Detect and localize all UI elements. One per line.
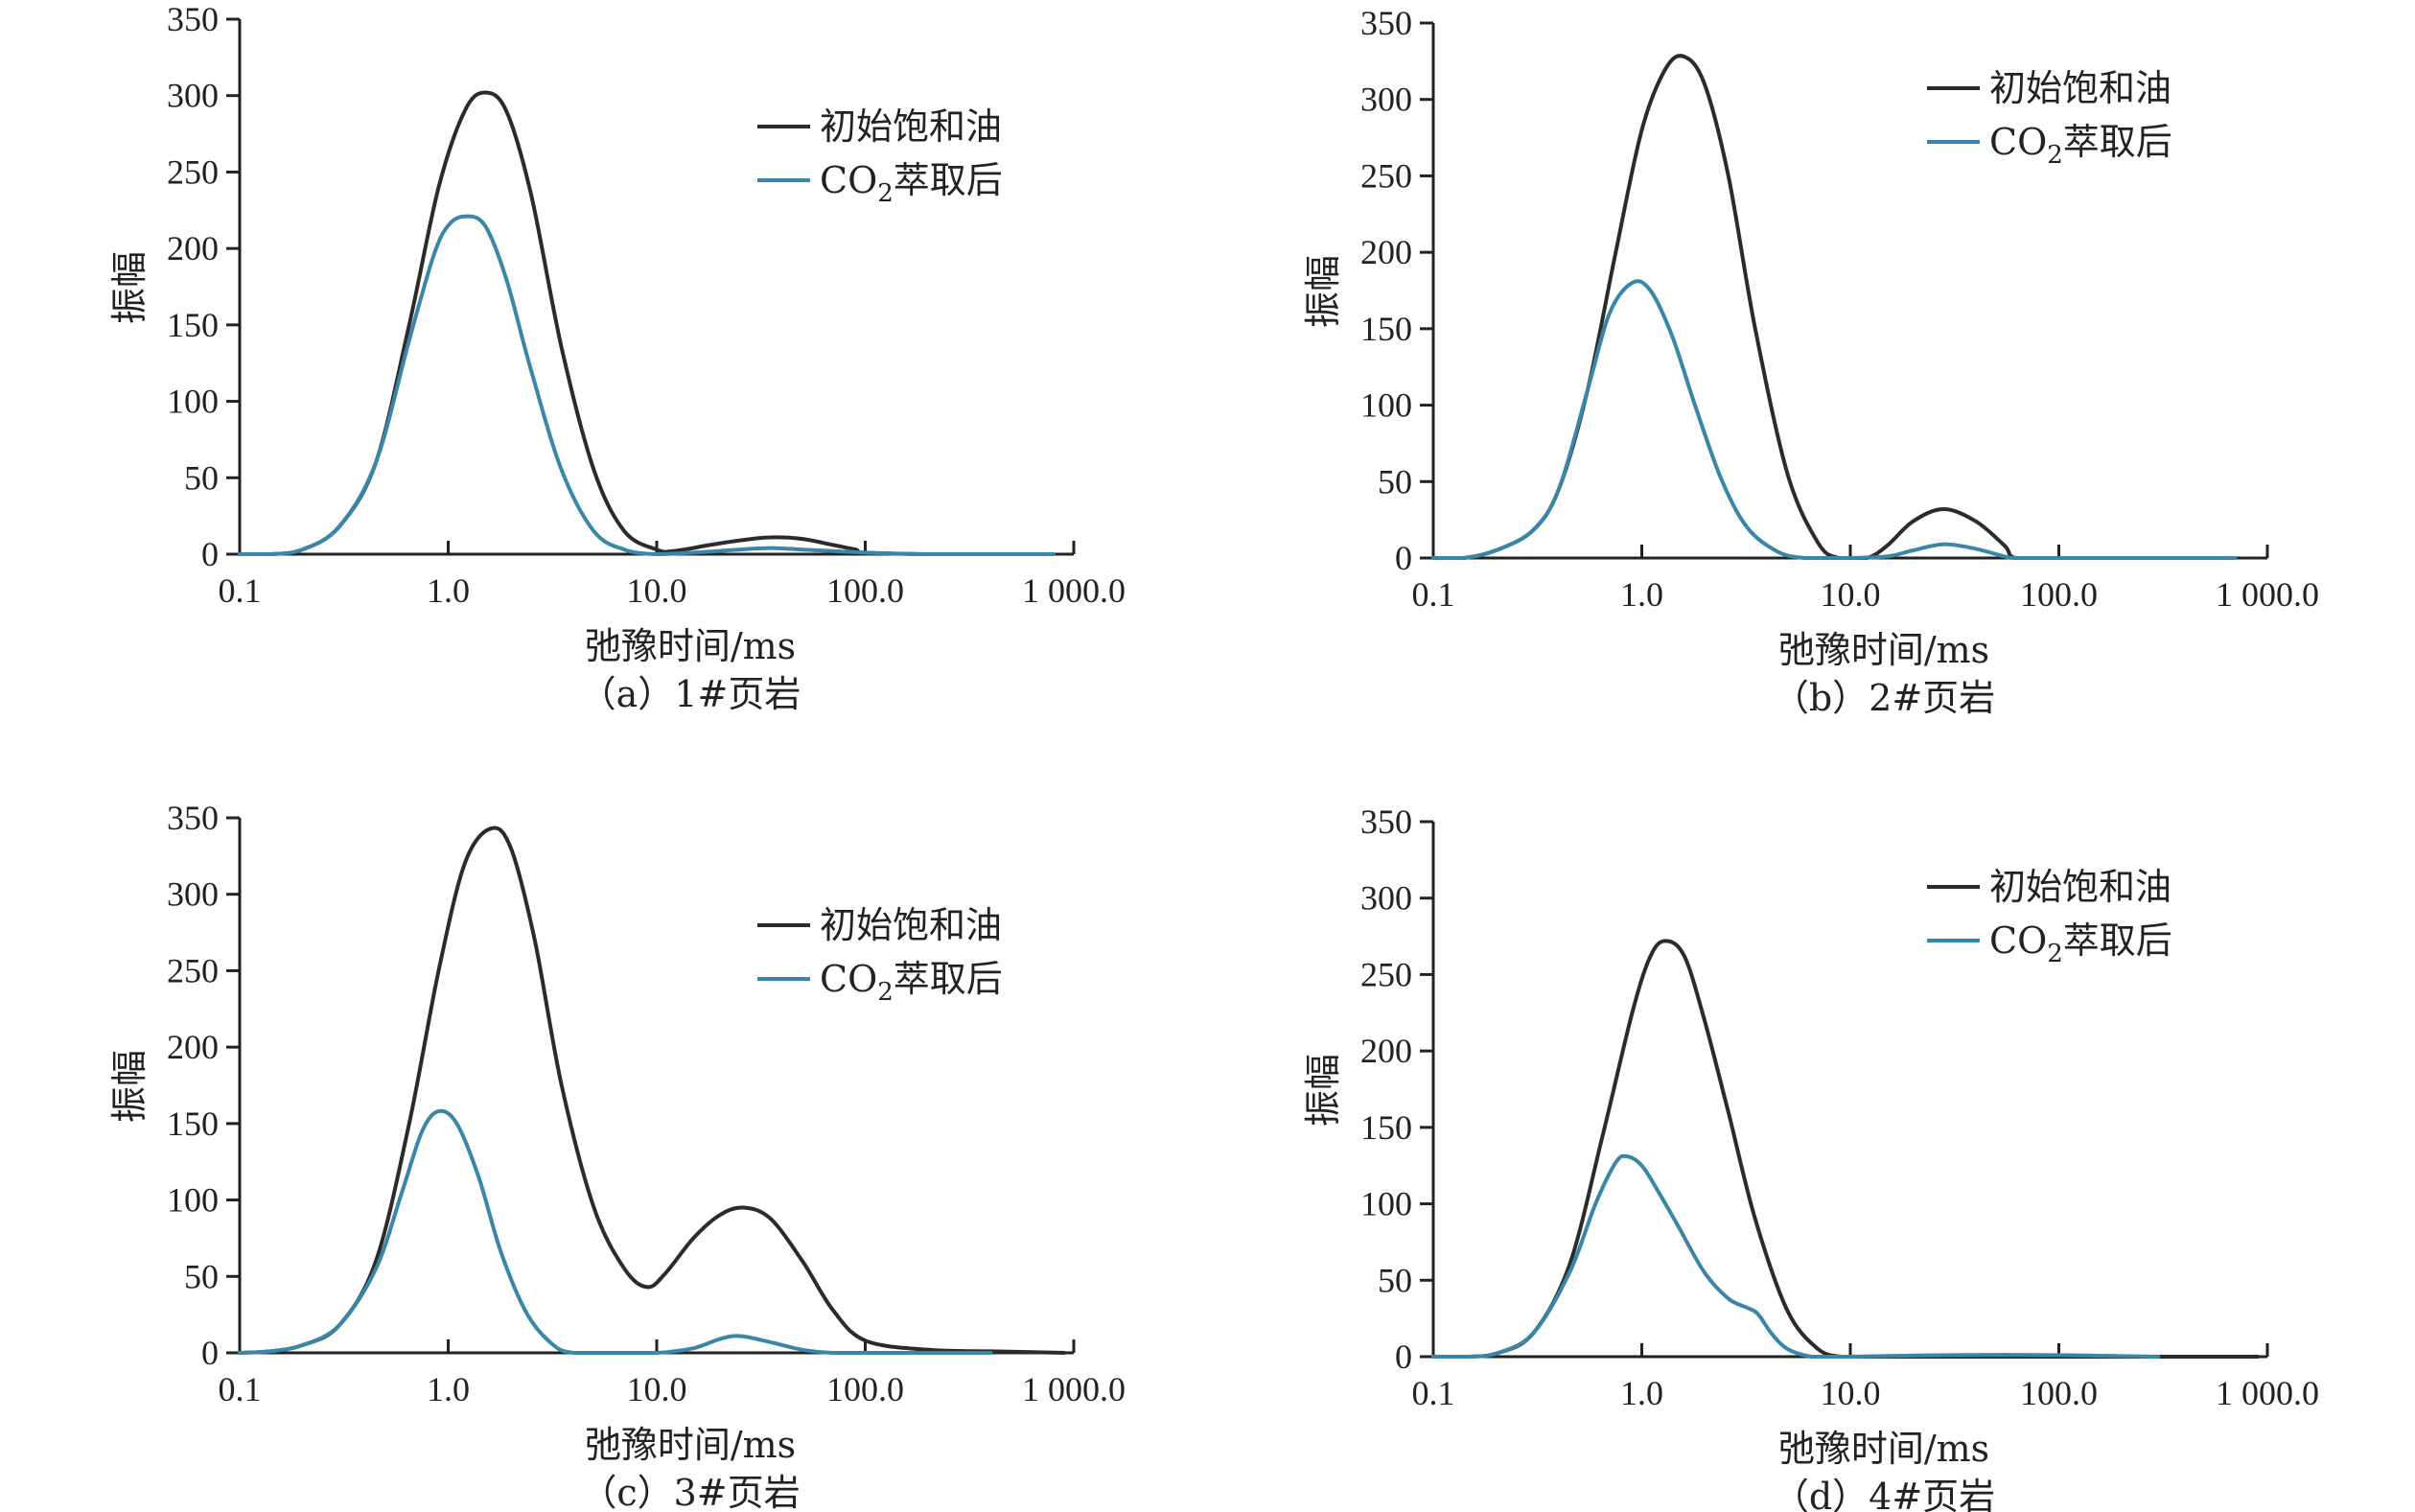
y-tick-label: 200: [167, 1028, 219, 1066]
x-axis-title: 弛豫时间/ms: [585, 625, 796, 667]
x-tick-label: 1 000.0: [2216, 1374, 2319, 1412]
legend-label-co2: CO2萃取后: [1989, 121, 2172, 170]
x-tick-label: 1 000.0: [2216, 575, 2319, 614]
series-after-co2-extraction: [238, 214, 1056, 557]
panel-caption: （a）1#页岩: [580, 673, 801, 715]
series-after-co2-extraction: [1431, 279, 2238, 561]
x-axis-title: 弛豫时间/ms: [1778, 1428, 1989, 1470]
y-tick-label: 250: [1360, 156, 1412, 195]
plot-area: 0 50 100 150 200 250 300 350 0.1 1.0 10.0 100.0 1 00…: [1360, 4, 2319, 614]
y-tick-label: 100: [1360, 386, 1412, 425]
y-tick-label: 300: [167, 77, 219, 115]
y-tick-label: 250: [1360, 955, 1412, 993]
y-tick-label: 50: [1378, 1261, 1412, 1299]
legend-label-initial: 初始饱和油: [820, 105, 1002, 148]
y-tick-label: 200: [167, 229, 219, 268]
y-tick-label: 0: [201, 535, 219, 573]
x-tick-label: 100.0: [826, 571, 904, 610]
y-tick-label: 250: [167, 951, 219, 989]
y-tick-label: 300: [1360, 81, 1412, 119]
panel-b: 0 50 100 150 200 250 300 350 0.1 1.0 10.0 100.0 1 00…: [1302, 4, 2319, 719]
x-tick-label: 1 000.0: [1022, 571, 1126, 610]
series-after-co2-extraction: [1431, 1153, 2161, 1359]
plot-area: 0 50 100 150 200 250 300 350 0.1 1.0 10.0 100.0 1 00…: [167, 0, 1126, 610]
y-tick-label: 300: [1360, 879, 1412, 918]
legend-label-initial: 初始饱和油: [1989, 67, 2171, 109]
y-tick-label: 100: [167, 1181, 219, 1220]
y-tick-label: 300: [167, 875, 219, 914]
x-tick-label: 0.1: [219, 1370, 262, 1408]
panel-a: 0 50 100 150 200 250 300 350 0.1 1.0 10.0 100.0 1 00…: [108, 0, 1126, 715]
x-tick-label: 100.0: [2020, 575, 2098, 614]
y-tick-label: 150: [1360, 1108, 1412, 1147]
panel-c: 0 50 100 150 200 250 300 350 0.1 1.0 10.0 100.0 1 00…: [108, 799, 1126, 1512]
y-tick-label: 150: [1360, 310, 1412, 348]
x-tick-label: 1.0: [1620, 575, 1663, 614]
y-tick-label: 350: [1360, 4, 1412, 42]
y-tick-label: 100: [1360, 1185, 1412, 1223]
x-tick-label: 10.0: [627, 1370, 687, 1408]
y-tick-label: 350: [167, 799, 219, 837]
y-tick-label: 200: [1360, 1032, 1412, 1070]
x-tick-label: 1.0: [427, 571, 470, 610]
x-tick-label: 0.1: [1412, 575, 1455, 614]
x-tick-label: 1.0: [1620, 1374, 1663, 1412]
legend-label-co2: CO2萃取后: [1989, 919, 2172, 968]
y-tick-label: 150: [167, 1105, 219, 1143]
y-tick-label: 100: [167, 383, 219, 421]
x-tick-label: 10.0: [1821, 575, 1881, 614]
y-tick-label: 200: [1360, 233, 1412, 271]
panel-d: 0 50 100 150 200 250 300 350 0.1 1.0 10.0 100.0 1 00…: [1302, 803, 2319, 1512]
legend: 初始饱和油 CO2萃取后: [1927, 67, 2172, 170]
y-tick-label: 0: [1395, 1338, 1412, 1376]
legend-label-co2: CO2萃取后: [820, 958, 1003, 1007]
y-tick-label: 350: [167, 0, 219, 38]
y-axis-title: 振幅: [1302, 255, 1344, 328]
legend-label-initial: 初始饱和油: [820, 904, 1002, 946]
plot-area: 0 50 100 150 200 250 300 350 0.1 1.0 10.0 100.0 1 00…: [1360, 803, 2319, 1412]
y-axis-title: 振幅: [1302, 1054, 1344, 1127]
series-after-co2-extraction: [238, 1108, 993, 1355]
y-tick-label: 0: [1395, 539, 1412, 577]
plot-area: 0 50 100 150 200 250 300 350 0.1 1.0 10.0 100.0 1 00…: [167, 799, 1126, 1408]
x-tick-label: 100.0: [2020, 1374, 2098, 1412]
panel-caption: （d）4#页岩: [1773, 1476, 1995, 1512]
x-axis-title: 弛豫时间/ms: [1778, 629, 1989, 671]
y-axis-title: 振幅: [108, 251, 151, 324]
y-tick-label: 50: [184, 1257, 219, 1295]
y-tick-label: 50: [184, 458, 219, 497]
series-initial-saturated-oil: [238, 826, 1066, 1355]
y-tick-label: 350: [1360, 803, 1412, 841]
legend-label-co2: CO2萃取后: [820, 159, 1003, 208]
x-tick-label: 0.1: [1412, 1374, 1455, 1412]
legend: 初始饱和油 CO2萃取后: [757, 105, 1003, 208]
x-tick-label: 0.1: [219, 571, 262, 610]
y-tick-label: 0: [201, 1334, 219, 1372]
y-tick-label: 250: [167, 152, 219, 191]
panel-caption: （b）2#页岩: [1773, 677, 1995, 719]
x-tick-label: 1 000.0: [1022, 1370, 1126, 1408]
x-axis-title: 弛豫时间/ms: [585, 1424, 796, 1466]
x-tick-label: 10.0: [1821, 1374, 1881, 1412]
panel-caption: （c）3#页岩: [580, 1472, 800, 1512]
legend: 初始饱和油 CO2萃取后: [1927, 866, 2172, 968]
legend: 初始饱和油 CO2萃取后: [757, 904, 1003, 1007]
y-axis-title: 振幅: [108, 1050, 151, 1123]
legend-label-initial: 初始饱和油: [1989, 866, 2171, 908]
x-tick-label: 10.0: [627, 571, 687, 610]
x-tick-label: 100.0: [826, 1370, 904, 1408]
y-tick-label: 50: [1378, 462, 1412, 500]
y-tick-label: 150: [167, 306, 219, 344]
x-tick-label: 1.0: [427, 1370, 470, 1408]
